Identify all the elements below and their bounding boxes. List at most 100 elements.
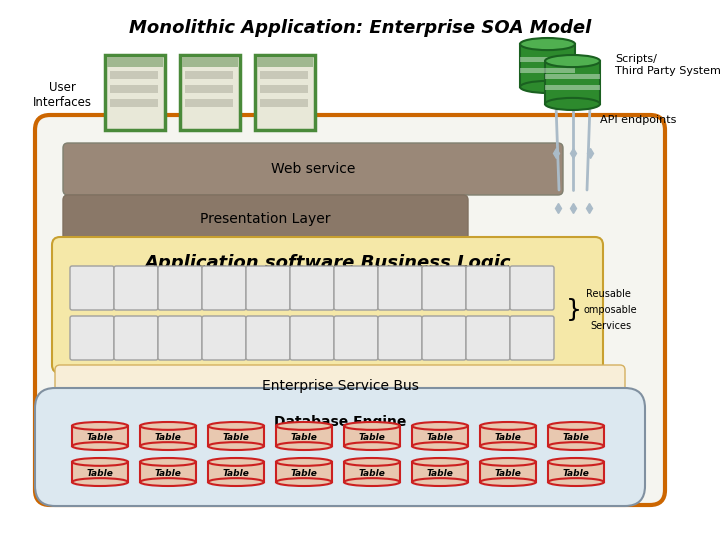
Text: Enterprise Service Bus: Enterprise Service Bus	[261, 379, 418, 393]
Ellipse shape	[548, 442, 604, 450]
Bar	[276, 462, 332, 482]
Bar	[412, 426, 468, 446]
FancyBboxPatch shape	[466, 266, 510, 310]
FancyBboxPatch shape	[422, 266, 466, 310]
Ellipse shape	[344, 442, 400, 450]
Text: Table: Table	[426, 434, 454, 442]
Ellipse shape	[72, 478, 128, 486]
Ellipse shape	[480, 422, 536, 430]
Bar	[548, 426, 604, 446]
Bar	[72, 426, 128, 446]
Ellipse shape	[412, 422, 468, 430]
FancyBboxPatch shape	[378, 266, 422, 310]
FancyBboxPatch shape	[334, 316, 378, 360]
FancyBboxPatch shape	[202, 316, 246, 360]
Text: Services: Services	[590, 321, 631, 331]
Text: }: }	[566, 298, 582, 322]
Ellipse shape	[480, 478, 536, 486]
Ellipse shape	[140, 442, 196, 450]
Bar	[520, 44, 575, 87]
Text: Web service: Web service	[271, 162, 355, 176]
Ellipse shape	[140, 478, 196, 486]
Text: Table: Table	[359, 434, 385, 442]
Text: Application software Business Logic: Application software Business Logic	[144, 254, 510, 272]
Bar	[182, 57, 238, 67]
Ellipse shape	[208, 458, 264, 466]
Bar	[276, 426, 332, 446]
Text: Presentation Layer: Presentation Layer	[200, 212, 330, 226]
Ellipse shape	[520, 81, 575, 93]
Ellipse shape	[545, 98, 600, 110]
Text: Table: Table	[86, 434, 114, 442]
FancyBboxPatch shape	[246, 266, 290, 310]
FancyBboxPatch shape	[158, 316, 202, 360]
FancyBboxPatch shape	[63, 195, 468, 243]
FancyBboxPatch shape	[35, 115, 665, 505]
Ellipse shape	[208, 442, 264, 450]
Text: Table: Table	[495, 434, 521, 442]
Ellipse shape	[412, 478, 468, 486]
Ellipse shape	[344, 422, 400, 430]
Bar	[72, 462, 128, 482]
Ellipse shape	[208, 478, 264, 486]
Ellipse shape	[548, 458, 604, 466]
Text: Table: Table	[291, 434, 318, 442]
Ellipse shape	[520, 38, 575, 50]
Ellipse shape	[276, 442, 332, 450]
Ellipse shape	[276, 478, 332, 486]
Text: Table: Table	[155, 434, 181, 442]
Bar	[257, 57, 313, 67]
Bar	[480, 462, 536, 482]
Bar	[344, 462, 400, 482]
FancyBboxPatch shape	[158, 266, 202, 310]
Bar	[110, 85, 158, 93]
FancyBboxPatch shape	[35, 388, 645, 506]
Bar	[260, 99, 308, 107]
Bar	[520, 68, 575, 73]
Ellipse shape	[72, 422, 128, 430]
Text: Table: Table	[562, 469, 590, 478]
FancyBboxPatch shape	[202, 266, 246, 310]
FancyBboxPatch shape	[70, 316, 114, 360]
Bar	[260, 85, 308, 93]
Bar	[344, 426, 400, 446]
FancyBboxPatch shape	[70, 266, 114, 310]
Bar	[545, 61, 600, 104]
Ellipse shape	[140, 458, 196, 466]
Ellipse shape	[412, 458, 468, 466]
Bar	[140, 462, 196, 482]
Bar	[480, 426, 536, 446]
Text: Table: Table	[426, 469, 454, 478]
Ellipse shape	[276, 458, 332, 466]
Ellipse shape	[548, 478, 604, 486]
Text: Table: Table	[155, 469, 181, 478]
Ellipse shape	[72, 442, 128, 450]
Text: Table: Table	[291, 469, 318, 478]
FancyBboxPatch shape	[422, 316, 466, 360]
Text: Monolithic Application: Enterprise SOA Model: Monolithic Application: Enterprise SOA M…	[129, 19, 591, 37]
Ellipse shape	[276, 422, 332, 430]
Bar	[548, 462, 604, 482]
FancyBboxPatch shape	[255, 55, 315, 130]
Text: User
Interfaces: User Interfaces	[32, 81, 91, 109]
Bar	[140, 426, 196, 446]
Text: Database Engine: Database Engine	[274, 415, 406, 429]
Text: Table: Table	[495, 469, 521, 478]
Ellipse shape	[72, 458, 128, 466]
Ellipse shape	[140, 422, 196, 430]
FancyBboxPatch shape	[246, 316, 290, 360]
Bar	[545, 85, 600, 90]
FancyBboxPatch shape	[180, 55, 240, 130]
Ellipse shape	[412, 442, 468, 450]
Bar	[260, 71, 308, 79]
Text: Table: Table	[222, 434, 249, 442]
Ellipse shape	[480, 458, 536, 466]
Text: Table: Table	[359, 469, 385, 478]
Bar	[185, 85, 233, 93]
Text: Reusable: Reusable	[586, 289, 631, 299]
FancyBboxPatch shape	[105, 55, 165, 130]
FancyBboxPatch shape	[334, 266, 378, 310]
Ellipse shape	[545, 55, 600, 67]
FancyBboxPatch shape	[290, 316, 334, 360]
FancyBboxPatch shape	[63, 143, 563, 195]
